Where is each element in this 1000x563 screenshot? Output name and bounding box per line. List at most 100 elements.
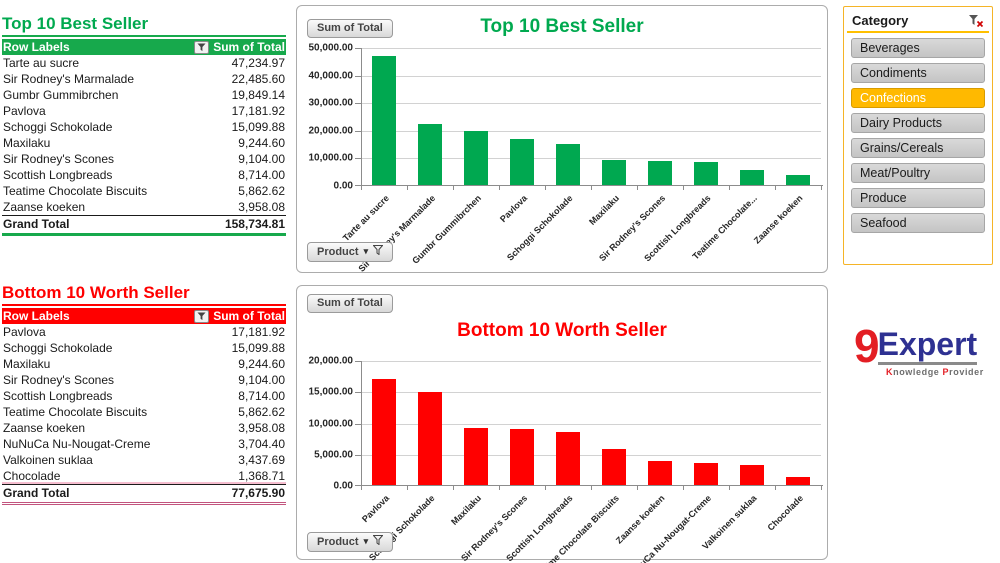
x-tick-mark bbox=[683, 186, 684, 190]
x-tick-mark bbox=[453, 186, 454, 190]
slicer-item-label: Grains/Cereals bbox=[860, 141, 944, 155]
bar bbox=[418, 392, 442, 486]
row-label: Scottish Longbreads bbox=[3, 389, 113, 403]
grand-total-label: Grand Total bbox=[3, 217, 70, 231]
y-axis-tick-label: 0.00 bbox=[333, 180, 353, 192]
row-value: 9,104.00 bbox=[238, 152, 285, 166]
value-field-button[interactable]: Sum of Total bbox=[307, 294, 393, 313]
table-row: Maxilaku 9,244.60 bbox=[2, 135, 286, 151]
slicer-item-seafood[interactable]: Seafood bbox=[851, 213, 985, 233]
slicer-item-label: Condiments bbox=[860, 66, 927, 80]
x-tick-mark bbox=[591, 486, 592, 490]
table-row: Chocolade 1,368.71 bbox=[2, 468, 286, 484]
bar bbox=[694, 463, 718, 486]
pivot-header-row: Row Labels Sum of Total bbox=[2, 39, 286, 55]
slicer-item-dairy-products[interactable]: Dairy Products bbox=[851, 113, 985, 133]
grand-total-value: 77,675.90 bbox=[231, 486, 285, 500]
row-value: 47,234.97 bbox=[231, 56, 285, 70]
slicer-item-meat-poultry[interactable]: Meat/Poultry bbox=[851, 163, 985, 183]
bar bbox=[510, 139, 534, 186]
slicer-item-produce[interactable]: Produce bbox=[851, 188, 985, 208]
slicer-item-condiments[interactable]: Condiments bbox=[851, 63, 985, 83]
row-value: 3,958.08 bbox=[238, 421, 285, 435]
slicer-item-confections[interactable]: Confections bbox=[851, 88, 985, 108]
row-value: 9,104.00 bbox=[238, 373, 285, 387]
slicer-item-grains-cereals[interactable]: Grains/Cereals bbox=[851, 138, 985, 158]
table-row: Pavlova 17,181.92 bbox=[2, 324, 286, 340]
gridline bbox=[361, 392, 821, 393]
row-value: 3,704.40 bbox=[238, 437, 285, 451]
pivot-table: Row Labels Sum of Total Tarte au sucre 47,2… bbox=[2, 39, 286, 236]
y-axis-line bbox=[361, 361, 362, 486]
x-tick-mark bbox=[729, 186, 730, 190]
clear-filter-icon[interactable] bbox=[968, 14, 984, 27]
chart-title: Bottom 10 Worth Seller bbox=[457, 320, 667, 341]
pivot-bottom10: Bottom 10 Worth Seller Row Labels Sum of … bbox=[2, 283, 286, 505]
grand-total-value: 158,734.81 bbox=[224, 217, 285, 231]
x-tick-mark bbox=[499, 486, 500, 490]
x-axis-tick-label: Pavlova bbox=[497, 193, 530, 225]
row-value: 8,714.00 bbox=[238, 168, 285, 182]
value-field-label: Sum of Total bbox=[317, 22, 383, 34]
slicer-item-beverages[interactable]: Beverages bbox=[851, 38, 985, 58]
x-axis-tick-label: Zaanse koeken bbox=[752, 193, 806, 246]
column-header-value: Sum of Total bbox=[194, 309, 286, 323]
x-tick-mark bbox=[453, 486, 454, 490]
y-tick-mark bbox=[355, 76, 361, 77]
bar bbox=[740, 170, 764, 186]
pivot-title: Bottom 10 Worth Seller bbox=[2, 283, 286, 306]
axis-field-label: Product bbox=[317, 245, 359, 258]
row-value: 19,849.14 bbox=[231, 88, 285, 102]
axis-field-button[interactable]: Product ▾ bbox=[307, 242, 394, 262]
slicer-items: Beverages Condiments Confections Dairy Prod… bbox=[844, 38, 992, 233]
y-axis-tick-label: 10,000.00 bbox=[308, 418, 354, 430]
value-field-button[interactable]: Sum of Total bbox=[307, 19, 393, 38]
y-tick-mark bbox=[355, 361, 361, 362]
x-axis-tick-label: Chocolade bbox=[765, 493, 806, 533]
axis-field-button[interactable]: Product ▾ bbox=[307, 532, 394, 552]
x-tick-mark bbox=[545, 186, 546, 190]
row-label: Valkoinen suklaa bbox=[3, 453, 93, 467]
chevron-down-icon: ▾ bbox=[363, 246, 369, 256]
x-tick-mark bbox=[775, 486, 776, 490]
bar bbox=[740, 465, 764, 486]
row-label: Zaanse koeken bbox=[3, 421, 86, 435]
bar bbox=[556, 144, 580, 186]
x-tick-mark bbox=[361, 486, 362, 490]
slicer-item-label: Dairy Products bbox=[860, 116, 942, 130]
table-row: Teatime Chocolate Biscuits 5,862.62 bbox=[2, 183, 286, 199]
table-row: Schoggi Schokolade 15,099.88 bbox=[2, 119, 286, 135]
slicer-item-label: Produce bbox=[860, 191, 907, 205]
bar bbox=[464, 131, 488, 186]
value-field-label: Sum of Total bbox=[317, 297, 383, 309]
pivot-table: Row Labels Sum of Total Pavlova 17,181.92 Sc… bbox=[2, 308, 286, 505]
slicer-title: Category bbox=[852, 13, 909, 28]
table-row: Zaanse koeken 3,958.08 bbox=[2, 199, 286, 215]
gridline bbox=[361, 103, 821, 104]
row-value: 15,099.88 bbox=[231, 120, 285, 134]
pivot-title: Top 10 Best Seller bbox=[2, 14, 286, 37]
x-tick-mark bbox=[683, 486, 684, 490]
x-axis-tick-label: Tarte au sucre bbox=[340, 193, 392, 244]
slicer-item-label: Meat/Poultry bbox=[860, 166, 931, 180]
chart-plot-area: 50,000.00 40,000.00 30,000.00 20,000.00 10,0… bbox=[309, 43, 823, 274]
gridline bbox=[361, 455, 821, 456]
slicer-divider bbox=[847, 31, 989, 33]
y-axis-tick-label: 50,000.00 bbox=[308, 42, 354, 54]
row-label: Maxilaku bbox=[3, 136, 51, 150]
slicer-item-label: Beverages bbox=[860, 41, 920, 55]
pivot-filter-icon[interactable] bbox=[194, 40, 210, 54]
pivot-filter-icon[interactable] bbox=[194, 309, 210, 323]
y-axis-tick-label: 40,000.00 bbox=[308, 70, 354, 82]
logo-number: 9 bbox=[854, 320, 880, 372]
table-row: Maxilaku 9,244.60 bbox=[2, 356, 286, 372]
grand-total-label: Grand Total bbox=[3, 486, 70, 500]
bar bbox=[510, 429, 534, 486]
row-value: 5,862.62 bbox=[238, 184, 285, 198]
bar bbox=[786, 175, 810, 186]
logo-tagline: Knowledge Provider bbox=[886, 367, 984, 377]
row-label: NuNuCa Nu-Nougat-Creme bbox=[3, 437, 151, 451]
y-tick-mark bbox=[355, 103, 361, 104]
y-axis-tick-label: 0.00 bbox=[333, 480, 353, 492]
